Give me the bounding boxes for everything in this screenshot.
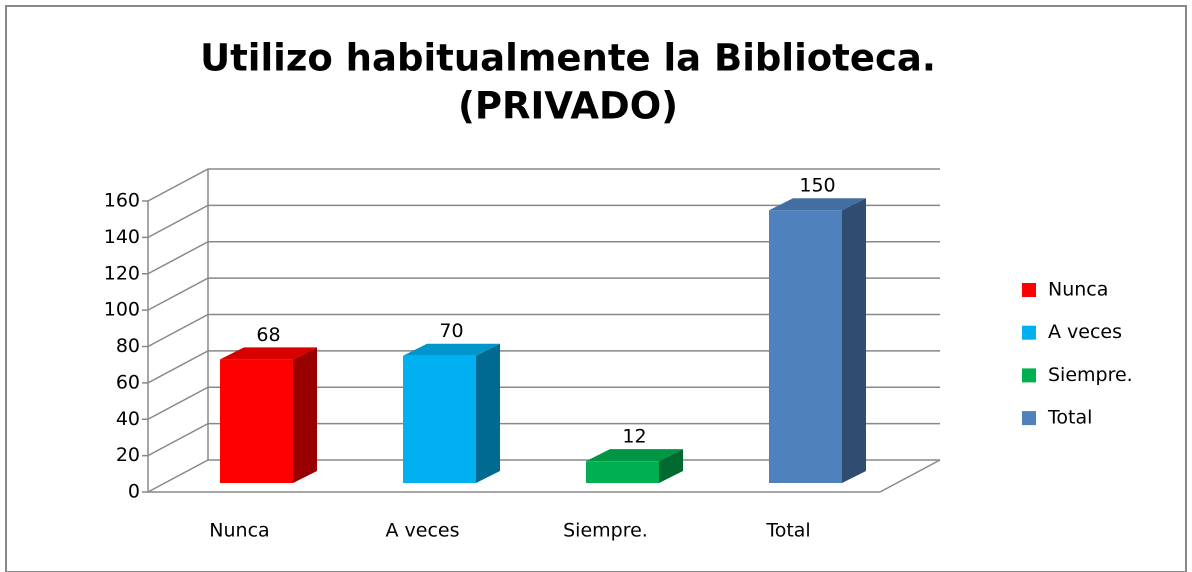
bar (769, 210, 842, 483)
x-tick-label: Nunca (209, 520, 269, 542)
bar-side (293, 347, 317, 483)
grid-line (147, 241, 940, 275)
legend-label: Total (1047, 407, 1092, 429)
value-label: 70 (439, 320, 463, 342)
y-tick-label: 80 (116, 335, 140, 357)
y-tick-label: 160 (104, 190, 140, 212)
value-label: 12 (622, 426, 646, 448)
legend-swatch (1022, 325, 1036, 340)
bar-side (842, 198, 866, 483)
chart-title: Utilizo habitualmente la Biblioteca. (200, 37, 936, 80)
legend-swatch (1022, 283, 1036, 297)
floor-edge (879, 459, 941, 493)
y-tick-label: 20 (116, 444, 140, 466)
value-label: 68 (256, 324, 280, 346)
y-tick-label: 120 (104, 262, 140, 284)
grid-line (147, 313, 940, 348)
chart-title: (PRIVADO) (458, 85, 678, 128)
grid-line (147, 422, 940, 457)
bar-side (659, 449, 683, 483)
y-tick-label: 0 (128, 481, 140, 503)
bar (220, 359, 293, 483)
bar-top (220, 347, 317, 360)
x-tick-label: Siempre. (563, 520, 648, 542)
legend-label: A veces (1048, 321, 1122, 343)
grid-line (147, 168, 940, 202)
bar-side (476, 343, 500, 483)
bar-top (586, 449, 683, 462)
y-tick-label: 60 (116, 371, 140, 393)
bar (586, 461, 659, 483)
y-tick-label: 100 (104, 299, 140, 321)
value-label: 150 (799, 175, 835, 197)
grid-line (147, 459, 940, 493)
grid-line (147, 204, 940, 239)
bar (403, 355, 476, 483)
x-tick-label: A veces (385, 520, 459, 542)
bar-top (403, 343, 500, 356)
legend-swatch (1022, 411, 1036, 426)
y-tick-label: 40 (116, 408, 140, 430)
grid-line (147, 386, 940, 420)
grid-line (147, 350, 940, 384)
legend-label: Nunca (1048, 279, 1108, 301)
grid-line (147, 277, 940, 311)
x-tick-label: Total (765, 520, 810, 542)
legend-swatch (1022, 368, 1036, 383)
y-tick-label: 140 (104, 226, 140, 248)
legend-label: Siempre. (1048, 364, 1133, 386)
bar-top (769, 198, 866, 211)
